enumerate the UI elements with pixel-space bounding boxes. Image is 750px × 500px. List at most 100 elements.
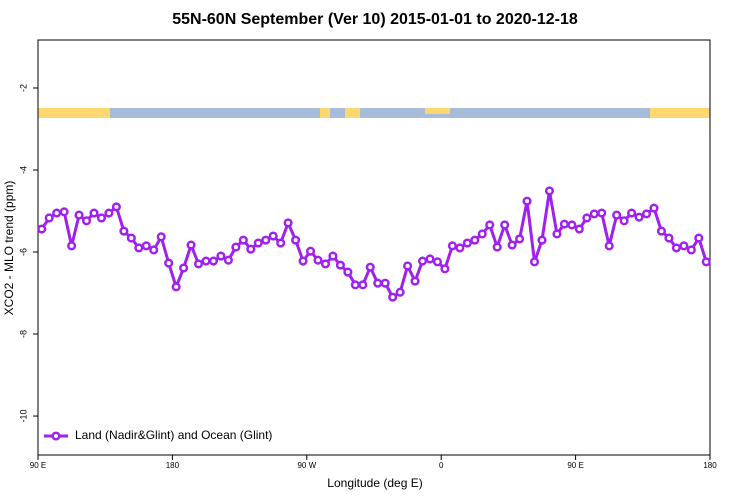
point bbox=[320, 259, 331, 269]
point bbox=[156, 232, 166, 242]
point bbox=[619, 216, 629, 226]
point bbox=[544, 186, 555, 196]
point bbox=[417, 256, 428, 266]
point bbox=[149, 245, 159, 255]
plot-frame bbox=[37, 39, 711, 456]
point bbox=[328, 251, 338, 261]
point bbox=[74, 210, 84, 220]
point bbox=[201, 256, 211, 266]
y-tick-label: -10 bbox=[18, 410, 28, 423]
point bbox=[298, 256, 308, 266]
point bbox=[223, 255, 233, 265]
point bbox=[268, 231, 278, 241]
point bbox=[559, 219, 569, 229]
point bbox=[515, 234, 525, 244]
point bbox=[134, 243, 144, 253]
legend-label: Land (Nadir&Glint) and Ocean (Glint) bbox=[75, 428, 272, 442]
point bbox=[238, 235, 248, 245]
point bbox=[44, 213, 54, 223]
point bbox=[104, 208, 114, 218]
point bbox=[388, 292, 398, 302]
point bbox=[283, 218, 293, 228]
point bbox=[589, 209, 599, 219]
point bbox=[141, 241, 151, 251]
point bbox=[365, 262, 375, 272]
point bbox=[216, 251, 226, 261]
point bbox=[507, 240, 517, 250]
point bbox=[470, 235, 480, 245]
point bbox=[656, 226, 667, 236]
chart-title: 55N-60N September (Ver 10) 2015-01-01 to… bbox=[172, 11, 578, 28]
point bbox=[276, 238, 286, 248]
y-tick-label: -6 bbox=[18, 248, 28, 256]
point bbox=[246, 244, 256, 254]
y-axis-label: XCO2 - MLO trend (ppm) bbox=[2, 181, 16, 316]
point bbox=[529, 257, 540, 267]
point bbox=[612, 210, 622, 220]
point bbox=[231, 242, 241, 252]
point bbox=[179, 263, 189, 273]
point bbox=[582, 213, 592, 223]
point bbox=[597, 208, 607, 218]
point bbox=[119, 226, 129, 236]
point bbox=[208, 256, 219, 266]
point bbox=[305, 246, 316, 256]
x-tick-label: 180 bbox=[703, 461, 717, 470]
point bbox=[634, 212, 644, 222]
point bbox=[67, 241, 77, 251]
point bbox=[81, 216, 92, 226]
x-tick-label: 90 E bbox=[30, 461, 46, 470]
point bbox=[291, 235, 301, 245]
point bbox=[440, 264, 450, 274]
point bbox=[679, 241, 689, 251]
y-tick-label: -4 bbox=[18, 166, 28, 174]
point bbox=[477, 229, 487, 239]
point bbox=[111, 202, 121, 212]
point bbox=[537, 235, 547, 245]
point bbox=[567, 220, 577, 230]
point bbox=[343, 267, 353, 277]
y-tick-label: -2 bbox=[18, 84, 28, 92]
x-tick-label: 90 E bbox=[567, 461, 583, 470]
x-axis-label: Longitude (deg E) bbox=[327, 476, 422, 490]
point bbox=[96, 213, 107, 223]
point bbox=[59, 207, 69, 217]
point bbox=[253, 238, 263, 248]
x-tick-label: 0 bbox=[439, 461, 444, 470]
point bbox=[455, 243, 465, 253]
point bbox=[552, 229, 562, 239]
point bbox=[373, 278, 383, 288]
point bbox=[664, 233, 674, 243]
point bbox=[164, 258, 174, 268]
map-strip bbox=[38, 108, 710, 118]
point bbox=[313, 255, 323, 265]
point bbox=[649, 203, 659, 213]
point bbox=[358, 280, 368, 290]
point bbox=[410, 276, 420, 286]
point bbox=[350, 280, 360, 290]
point bbox=[500, 220, 510, 230]
point bbox=[126, 233, 136, 243]
point bbox=[432, 257, 443, 267]
point bbox=[335, 260, 345, 270]
point bbox=[403, 261, 413, 271]
point bbox=[686, 245, 696, 255]
point bbox=[641, 209, 652, 219]
point bbox=[425, 254, 435, 264]
x-tick-label: 90 W bbox=[297, 461, 316, 470]
point bbox=[671, 243, 681, 253]
point bbox=[492, 242, 502, 252]
point bbox=[462, 238, 472, 248]
y-tick-label: -8 bbox=[18, 330, 28, 338]
point bbox=[52, 208, 62, 218]
point bbox=[37, 224, 47, 234]
point bbox=[701, 257, 711, 267]
point bbox=[171, 282, 181, 292]
point bbox=[261, 235, 271, 245]
x-tick-label: 180 bbox=[166, 461, 180, 470]
legend-marker bbox=[51, 431, 61, 441]
point bbox=[694, 233, 704, 243]
point bbox=[604, 241, 614, 251]
point bbox=[186, 240, 196, 250]
